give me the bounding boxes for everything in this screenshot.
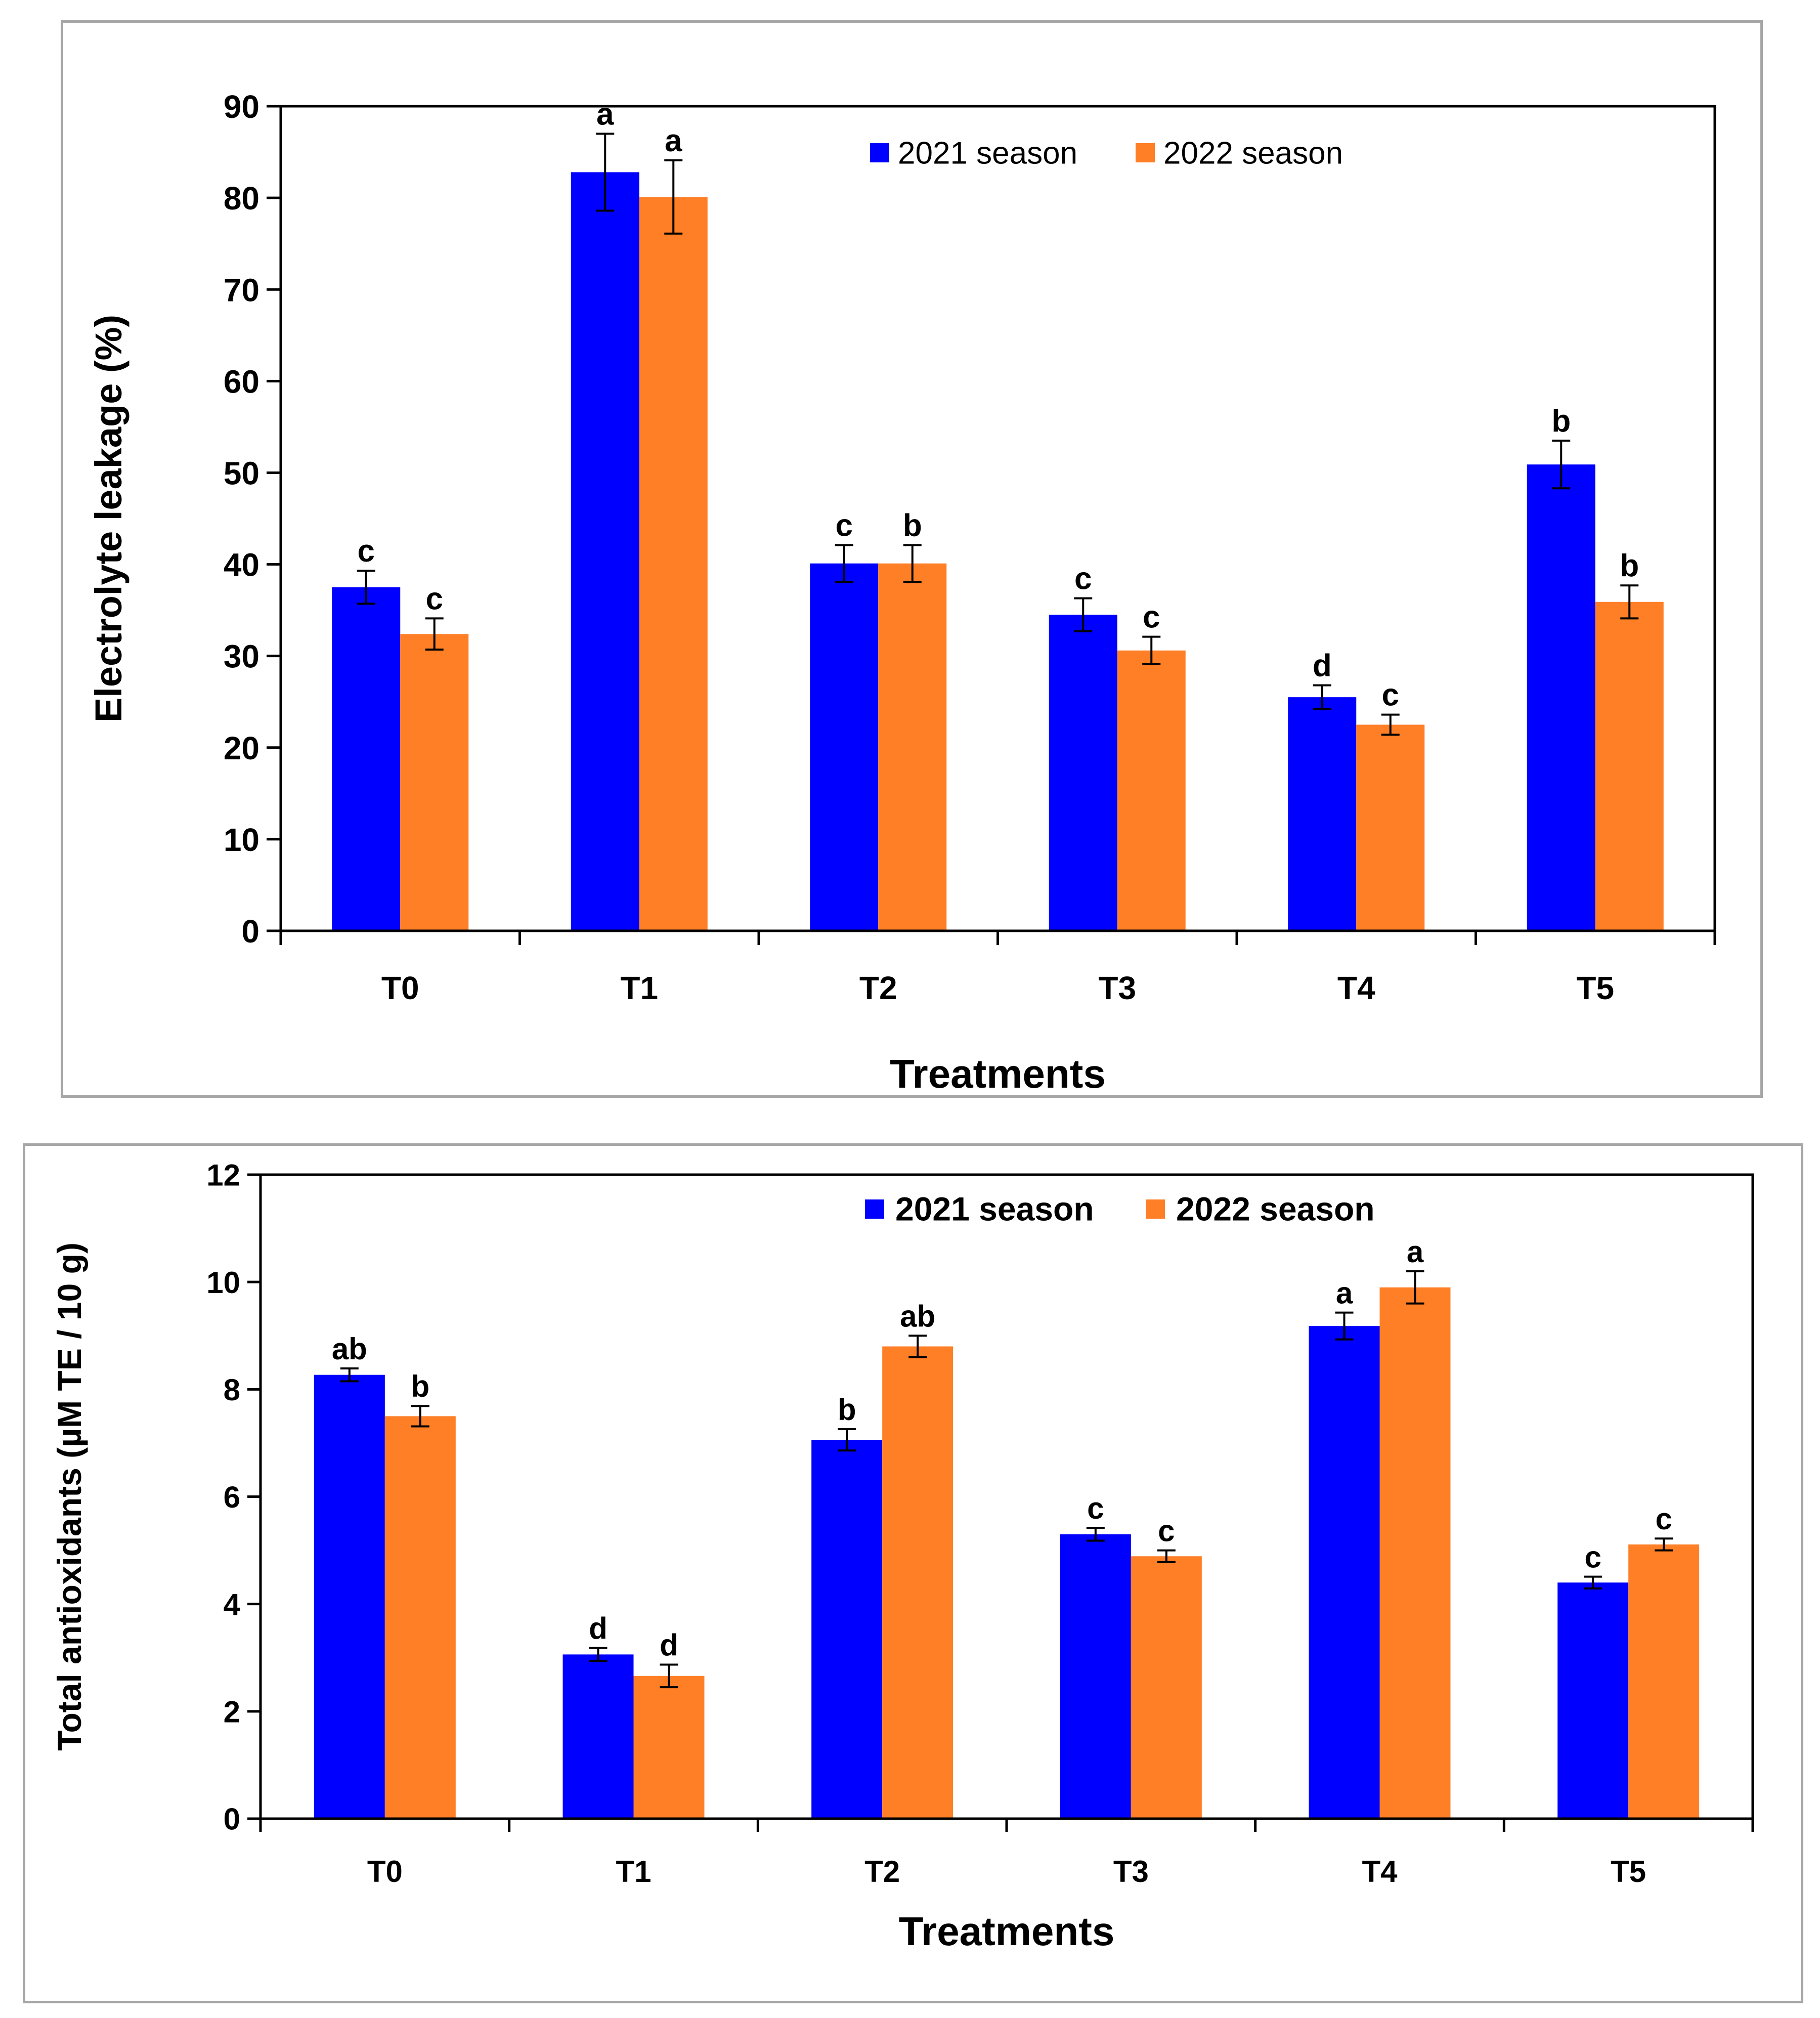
x-tick-label-t0: T0 xyxy=(381,970,419,1006)
electrolyte-leakage-chart: c c a a c b c c d c b b 0 10 20 30 40 50 60 70 80 90 T0 T1 T2 T3 T… xyxy=(88,89,1716,1096)
bar-2021-t4 xyxy=(1288,697,1357,931)
y-tick-label: 10 xyxy=(224,822,259,858)
bar-2021-t1 xyxy=(571,172,639,931)
significance-label: b xyxy=(838,1393,856,1427)
y-tick-label: 40 xyxy=(224,547,259,583)
bar-2021-t0 xyxy=(332,587,401,931)
significance-label: a xyxy=(665,123,682,158)
legend-swatch-2021 xyxy=(865,1199,884,1219)
significance-label: c xyxy=(1584,1540,1601,1574)
x-tick-label-t2: T2 xyxy=(859,970,897,1006)
bar-2021-t0 xyxy=(314,1375,385,1819)
y-tick-label: 2 xyxy=(224,1695,240,1729)
x-tick-label-t4: T4 xyxy=(1337,970,1375,1006)
significance-label: a xyxy=(1407,1235,1424,1269)
x-tick-label-t0: T0 xyxy=(367,1855,403,1888)
significance-label: b xyxy=(1551,404,1571,439)
significance-label: c xyxy=(1655,1502,1672,1536)
y-tick-label: 90 xyxy=(224,89,259,125)
significance-label: b xyxy=(1620,548,1639,583)
bar-2022-t4 xyxy=(1379,1287,1451,1819)
bar-2021-t5 xyxy=(1527,464,1595,931)
legend-label-2021: 2021 season xyxy=(895,1190,1094,1228)
bar-2022-t5 xyxy=(1595,602,1664,931)
y-tick-label: 50 xyxy=(224,455,259,491)
y-tick-label: 30 xyxy=(224,638,259,675)
significance-label: d xyxy=(1313,649,1332,683)
y-axis-title: Total antioxidants (µM TE / 10 g) xyxy=(51,1242,88,1751)
bar-2021-t2 xyxy=(810,563,879,931)
y-axis-title: Electrolyte leakage (%) xyxy=(88,315,129,722)
significance-label: a xyxy=(1336,1276,1353,1310)
x-axis-title: Treatments xyxy=(899,1909,1115,1954)
legend-swatch-2022 xyxy=(1136,143,1155,162)
x-tick-label-t4: T4 xyxy=(1362,1855,1398,1888)
significance-label: c xyxy=(836,508,853,543)
x-tick-label-t1: T1 xyxy=(620,970,658,1006)
significance-label: c xyxy=(1143,600,1160,635)
bar-2022-t1 xyxy=(639,197,708,931)
total-antioxidants-chart-panel: ab b d d b ab c c a a c c 0 2 4 6 8 10 12 T0 T1 T2 T3 T4 T5 Treat… xyxy=(23,1143,1803,2003)
y-tick-label: 8 xyxy=(224,1373,240,1407)
y-tick-label: 10 xyxy=(206,1266,240,1300)
x-tick-label-t5: T5 xyxy=(1611,1855,1646,1888)
x-tick-label-t2: T2 xyxy=(864,1855,900,1888)
bar-2021-t4 xyxy=(1309,1326,1380,1819)
significance-label: ab xyxy=(900,1299,935,1333)
significance-label: c xyxy=(1074,562,1092,596)
x-tick-label-t1: T1 xyxy=(616,1855,651,1888)
bar-2022-t2 xyxy=(882,1346,954,1819)
legend-label-2022: 2022 season xyxy=(1176,1190,1375,1228)
bar-2022-t3 xyxy=(1117,650,1186,931)
y-tick-label: 80 xyxy=(224,180,259,217)
y-tick-label: 6 xyxy=(224,1480,240,1514)
total-antioxidants-chart: ab b d d b ab c c a a c c 0 2 4 6 8 10 12 T0 T1 T2 T3 T4 T5 Treat… xyxy=(51,1158,1754,1954)
bar-2021-t3 xyxy=(1060,1534,1131,1819)
bar-2022-t5 xyxy=(1628,1544,1700,1819)
y-tick-label: 12 xyxy=(206,1158,240,1192)
significance-label: c xyxy=(1382,678,1399,713)
bar-2022-t0 xyxy=(384,1416,456,1819)
legend-swatch-2022 xyxy=(1146,1199,1165,1219)
bar-2022-t4 xyxy=(1356,724,1425,931)
plot-area-border xyxy=(259,1173,1754,1820)
y-tick-label: 0 xyxy=(241,913,259,950)
significance-label: ab xyxy=(332,1332,367,1366)
y-tick-label: 70 xyxy=(224,272,259,308)
bar-2022-t1 xyxy=(633,1676,705,1819)
bar-2021-t2 xyxy=(811,1440,883,1819)
significance-label: c xyxy=(1087,1491,1104,1525)
y-tick-label: 0 xyxy=(224,1802,240,1836)
plot-area-border xyxy=(279,105,1716,932)
significance-label: c xyxy=(358,534,375,569)
significance-label: d xyxy=(589,1612,608,1646)
legend-label-2022: 2022 season xyxy=(1163,136,1343,171)
bar-2021-t5 xyxy=(1557,1582,1629,1819)
significance-label: b xyxy=(411,1369,430,1403)
bar-2021-t3 xyxy=(1049,615,1117,931)
significance-label: a xyxy=(596,97,614,132)
x-tick-label-t5: T5 xyxy=(1576,970,1614,1006)
significance-label: b xyxy=(903,508,922,543)
x-axis-title: Treatments xyxy=(890,1051,1106,1096)
y-tick-label: 20 xyxy=(224,730,259,766)
significance-label: d xyxy=(660,1628,678,1662)
y-tick-label: 60 xyxy=(224,363,259,400)
x-tick-label-t3: T3 xyxy=(1113,1855,1149,1888)
electrolyte-leakage-chart-panel: c c a a c b c c d c b b 0 10 20 30 40 50 60 70 80 90 T0 T1 T2 T3 T… xyxy=(61,20,1763,1098)
bar-2021-t1 xyxy=(562,1654,634,1819)
y-tick-label: 4 xyxy=(224,1587,241,1621)
bar-2022-t0 xyxy=(400,634,469,931)
significance-label: c xyxy=(1158,1514,1175,1548)
legend-label-2021: 2021 season xyxy=(898,136,1077,171)
legend-swatch-2021 xyxy=(870,143,889,162)
bar-2022-t3 xyxy=(1131,1556,1202,1819)
significance-label: c xyxy=(426,581,443,616)
x-tick-label-t3: T3 xyxy=(1098,970,1136,1006)
bar-2022-t2 xyxy=(878,563,947,931)
